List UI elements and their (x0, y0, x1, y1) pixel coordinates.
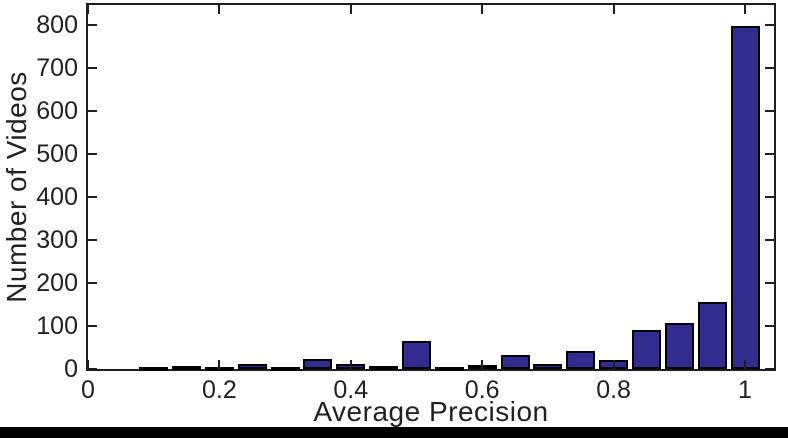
y-tick-left (88, 239, 97, 241)
y-tick-right (765, 239, 774, 241)
y-tick-left (88, 67, 97, 69)
histogram-bar (369, 366, 399, 371)
x-tick-top (87, 5, 89, 14)
histogram-bar (697, 301, 727, 369)
y-tick-label: 400 (36, 183, 78, 211)
x-tick-label: 0.8 (596, 376, 631, 404)
histogram-bar (664, 322, 694, 369)
x-tick-label: 1 (738, 376, 752, 404)
y-tick-label: 700 (36, 54, 78, 82)
bottom-black-strip (0, 427, 788, 438)
x-tick-top (481, 5, 484, 14)
x-tick-top (218, 5, 221, 14)
histogram-bar (402, 341, 431, 369)
y-tick-right (765, 368, 774, 370)
y-tick-left (88, 24, 97, 26)
x-tick-top (744, 5, 746, 14)
x-tick-label: 0 (81, 376, 95, 404)
x-tick-label: 0.4 (333, 376, 369, 404)
plot-area (86, 3, 776, 371)
y-tick-left (88, 110, 97, 112)
histogram-bar (631, 330, 661, 369)
histogram-bar (434, 367, 464, 371)
histogram-bar (730, 26, 760, 369)
x-axis-label: Average Precision (313, 396, 549, 427)
histogram-bar (566, 350, 596, 369)
y-tick-label: 800 (36, 11, 78, 39)
y-tick-right (765, 325, 774, 327)
y-tick-left (88, 153, 97, 155)
x-tick-bottom (744, 360, 746, 369)
y-tick-left (88, 325, 97, 327)
y-tick-left (88, 368, 97, 370)
y-tick-right (765, 110, 774, 112)
y-tick-label: 200 (36, 269, 78, 297)
y-tick-label: 600 (36, 97, 78, 125)
histogram-bar (139, 367, 169, 371)
x-tick-label: 0.2 (202, 376, 237, 404)
x-tick-top (349, 5, 352, 14)
y-tick-left (88, 196, 97, 198)
histogram-bar (500, 354, 530, 369)
y-tick-right (765, 196, 774, 198)
x-tick-label: 0.6 (464, 376, 500, 404)
y-tick-right (765, 153, 774, 155)
histogram-bar (237, 363, 267, 369)
x-tick-bottom (612, 360, 615, 369)
y-tick-left (88, 282, 97, 284)
y-tick-label: 100 (36, 312, 78, 340)
y-tick-right (765, 67, 774, 69)
y-tick-label: 300 (36, 226, 78, 254)
histogram-bar (270, 367, 300, 371)
y-tick-label: 500 (36, 140, 78, 168)
x-tick-top (612, 5, 615, 14)
histogram-bar (533, 363, 563, 369)
x-tick-bottom (481, 360, 484, 369)
histogram-bar (303, 358, 333, 369)
x-tick-bottom (218, 360, 221, 369)
y-tick-right (765, 282, 774, 284)
y-tick-right (765, 24, 774, 26)
histogram-bar (172, 366, 202, 371)
x-tick-bottom (349, 360, 352, 369)
y-tick-label: 0 (64, 355, 78, 383)
x-tick-bottom (87, 360, 89, 369)
